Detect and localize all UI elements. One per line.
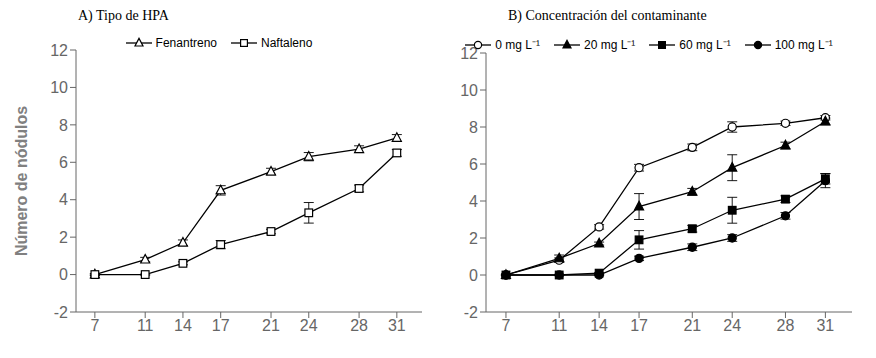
svg-text:17: 17	[212, 317, 230, 334]
html-text:0 mg L⁻¹: 0 mg L⁻¹	[495, 38, 540, 52]
svg-text:14: 14	[174, 317, 192, 334]
html-text:100 mg L⁻¹: 100 mg L⁻¹	[774, 38, 833, 52]
svg-text:12: 12	[50, 42, 68, 59]
svg-text:17: 17	[630, 317, 648, 334]
html-text:B) Concentración del contamina: B) Concentración del contaminante	[508, 8, 707, 23]
svg-text:12: 12	[460, 45, 478, 62]
html-text:Naftaleno: Naftaleno	[261, 36, 313, 50]
html-text:20 mg L⁻¹: 20 mg L⁻¹	[584, 38, 636, 52]
svg-text:28: 28	[777, 317, 795, 334]
svg-text:21: 21	[262, 317, 280, 334]
svg-text:6: 6	[59, 154, 68, 171]
svg-text:21: 21	[683, 317, 701, 334]
svg-text:28: 28	[350, 317, 368, 334]
svg-text:10: 10	[50, 79, 68, 96]
svg-text:8: 8	[59, 117, 68, 134]
svg-text:0: 0	[59, 266, 68, 283]
svg-text:11: 11	[137, 317, 154, 334]
svg-text:2: 2	[59, 229, 68, 246]
svg-text:10: 10	[460, 82, 478, 99]
svg-text:-2: -2	[54, 304, 68, 321]
svg-text:14: 14	[590, 317, 608, 334]
svg-text:0: 0	[469, 267, 478, 284]
svg-text:2: 2	[469, 230, 478, 247]
html-text:A) Tipo de HPA: A) Tipo de HPA	[78, 8, 169, 23]
html-text:60 mg L⁻¹: 60 mg L⁻¹	[679, 38, 731, 52]
svg-text:7: 7	[90, 317, 99, 334]
svg-text:24: 24	[723, 317, 741, 334]
svg-text:4: 4	[59, 191, 68, 208]
svg-text:-2: -2	[464, 304, 478, 321]
html-text:Fenantreno: Fenantreno	[155, 36, 217, 50]
svg-text:24: 24	[300, 317, 318, 334]
svg-text:6: 6	[469, 156, 478, 173]
svg-text:4: 4	[469, 193, 478, 210]
svg-text:31: 31	[388, 317, 406, 334]
svg-text:Número de nódulos: Número de nódulos	[13, 106, 30, 256]
svg-text:11: 11	[551, 317, 568, 334]
svg-text:7: 7	[502, 317, 511, 334]
svg-text:8: 8	[469, 119, 478, 136]
svg-text:31: 31	[816, 317, 834, 334]
